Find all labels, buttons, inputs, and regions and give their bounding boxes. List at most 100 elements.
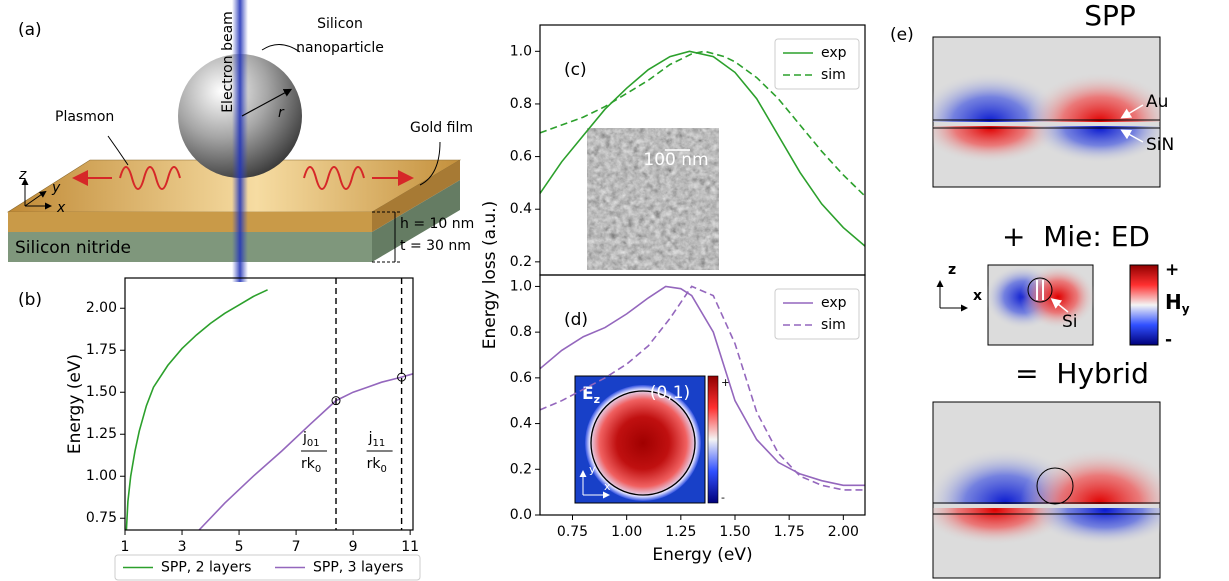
field-symbol: E xyxy=(582,384,594,404)
particle-outline xyxy=(1027,277,1053,303)
annotation-text: rk xyxy=(301,456,316,472)
thickness-label: h = 10 nm xyxy=(400,216,474,232)
field-lobe xyxy=(933,126,1060,163)
field-subscript: z xyxy=(594,393,600,406)
nitride-front xyxy=(8,232,372,262)
gold-front xyxy=(8,212,372,232)
panel-label: (a) xyxy=(18,20,42,40)
annotation-text: j xyxy=(302,430,307,446)
x-tick-label: 2.00 xyxy=(828,524,859,540)
particle-outline xyxy=(1036,467,1074,505)
y-tick-label: 0.0 xyxy=(510,507,532,523)
map-title: SPP xyxy=(1084,0,1136,32)
y-tick-label: 0.4 xyxy=(510,201,532,217)
annotation-text: j xyxy=(368,430,373,446)
x-tick-label: 1.75 xyxy=(774,524,805,540)
x-tick-label: 9 xyxy=(349,539,358,555)
radius-label: r xyxy=(278,105,285,121)
colorbar-label: + xyxy=(721,376,730,389)
y-axis-label: Energy loss (a.u.) xyxy=(480,201,500,349)
map-title: = Hybrid xyxy=(1015,357,1149,390)
legend-label: SPP, 2 layers xyxy=(161,560,251,576)
colorbar-label: - xyxy=(1165,330,1172,350)
legend-label: sim xyxy=(821,317,846,333)
y-tick-label: 0.2 xyxy=(510,461,532,477)
electron-beam xyxy=(232,0,248,282)
x-tick-label: 3 xyxy=(178,539,187,555)
beam-label: Electron beam xyxy=(220,11,236,113)
series-line xyxy=(125,289,268,531)
plasmon-wave xyxy=(119,166,181,190)
x-axis-label-text: Energy (eV) xyxy=(652,545,752,565)
map-title: + Mie: ED xyxy=(1002,220,1150,253)
annotation-sub: 0 xyxy=(315,464,321,475)
field-inset: Ez (0,1) y x + - xyxy=(574,375,730,504)
series-line xyxy=(539,285,865,487)
annotation-sub: 11 xyxy=(372,438,385,449)
legend-label: sim xyxy=(821,67,846,83)
panel-e: (e) SPP Au SiN + Mie: ED Si z x + Hy xyxy=(890,0,1190,579)
y-tick-label: 1.00 xyxy=(86,468,117,484)
pointer xyxy=(1120,104,1144,119)
y-tick-label: 1.75 xyxy=(86,342,117,358)
field-lobe xyxy=(585,385,701,501)
pointer xyxy=(1120,129,1144,143)
layer-label: Au xyxy=(1146,92,1168,112)
x-tick-label: 0.75 xyxy=(557,524,588,540)
annotation: rk0 xyxy=(367,456,387,475)
annotation-sub: 01 xyxy=(307,438,320,449)
axis-label: y xyxy=(51,180,61,196)
x-axis-label: Energy (eV) xyxy=(652,545,752,565)
pointer xyxy=(1050,298,1069,313)
y-tick-label: 0.6 xyxy=(510,370,532,386)
field-lobe xyxy=(1030,508,1160,545)
colorbar-label: + xyxy=(1165,260,1179,280)
chart: 0.0 0.2 0.4 0.6 0.8 1.0 0.75 1.00 1.25 1.50 1.75 2.… xyxy=(510,274,866,565)
field-label: Ez xyxy=(582,384,600,406)
plasmon-wave xyxy=(303,166,365,190)
film-label: Gold film xyxy=(410,120,473,136)
axis-label: z xyxy=(948,262,956,278)
pointer xyxy=(107,135,129,166)
scale-label: 100 nm xyxy=(643,150,708,170)
panel-label: (c) xyxy=(564,60,587,80)
sem-image xyxy=(597,139,709,259)
y-axis-label: Energy (eV) xyxy=(65,354,85,454)
thickness-label: t = 30 nm xyxy=(400,238,471,254)
x-tick-label: 11 xyxy=(401,539,419,555)
x-tick-label: 1.00 xyxy=(611,524,642,540)
panel-label: (e) xyxy=(890,25,914,45)
legend-box xyxy=(114,554,421,581)
y-tick-label: 0.8 xyxy=(510,324,532,340)
x-tick-label: 1.50 xyxy=(719,524,750,540)
y-tick-label: 0.2 xyxy=(510,254,532,270)
y-tick-label: 0.75 xyxy=(86,510,117,526)
series-line xyxy=(539,50,866,197)
layer-label: SiN xyxy=(1146,135,1174,155)
substrate-label: Silicon nitride xyxy=(15,238,131,258)
gold-side xyxy=(372,160,460,232)
y-tick-label: 1.25 xyxy=(86,426,117,442)
series-line xyxy=(539,50,866,247)
axis-arrow xyxy=(24,190,47,207)
annotation: j01 xyxy=(302,430,320,449)
axes-icon: z y x xyxy=(18,167,66,216)
particle-label: nanoparticle xyxy=(296,40,384,56)
plot-frame xyxy=(124,277,414,531)
colorbar-label: - xyxy=(721,491,725,504)
legend-label: exp xyxy=(821,295,847,311)
panel-label: (d) xyxy=(564,310,588,330)
mode-label: (0,1) xyxy=(650,383,690,403)
colorbar xyxy=(707,375,719,504)
particle-label: Silicon xyxy=(317,16,363,32)
y-tick-label: 0.8 xyxy=(510,96,532,112)
x-tick-label: 1 xyxy=(121,539,130,555)
axis-label: z xyxy=(18,167,27,183)
colorbar xyxy=(1129,264,1159,346)
legend-label: SPP, 3 layers xyxy=(313,560,403,576)
marker xyxy=(397,372,407,382)
annotation: rk0 xyxy=(301,456,321,475)
annotation-text: rk xyxy=(367,456,382,472)
nitride-side xyxy=(372,180,460,262)
